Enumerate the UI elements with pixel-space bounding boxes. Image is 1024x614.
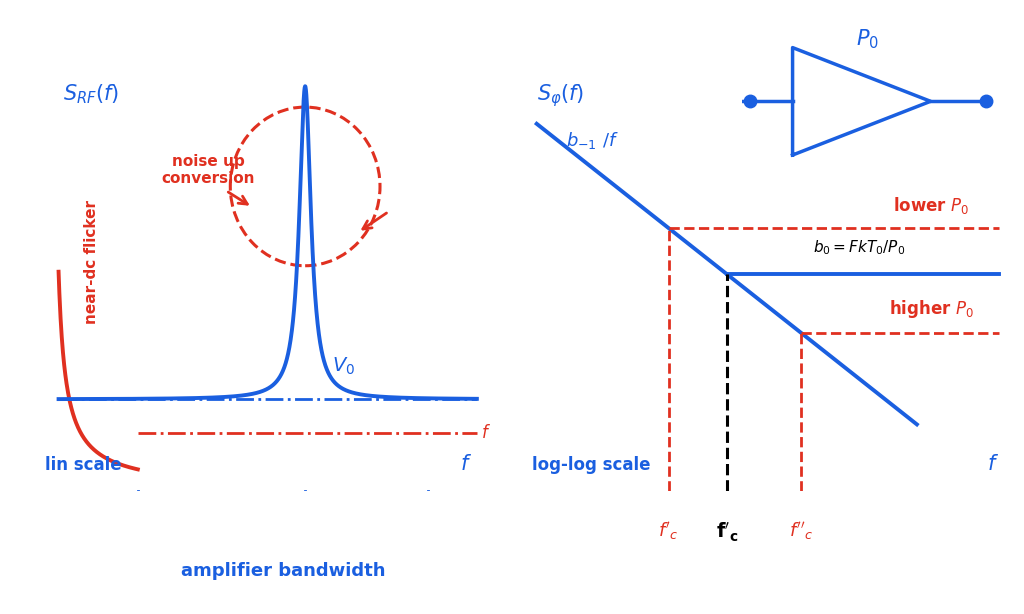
Text: $\mathbf{f'_c}$: $\mathbf{f'_c}$	[716, 521, 738, 544]
Text: $f$: $f$	[987, 454, 998, 475]
Text: $P_0$: $P_0$	[856, 28, 880, 51]
Text: near-dc flicker: near-dc flicker	[84, 200, 99, 324]
Text: noise up
conversion: noise up conversion	[162, 154, 255, 186]
Text: higher $P_0$: higher $P_0$	[889, 298, 974, 320]
Text: $V_0$: $V_0$	[332, 356, 354, 376]
Text: $S_{RF}(f)$: $S_{RF}(f)$	[63, 82, 119, 106]
Text: $f$: $f$	[481, 424, 492, 441]
Text: $S_\varphi(f)$: $S_\varphi(f)$	[537, 82, 584, 109]
Text: $b_{-1}\ /f$: $b_{-1}\ /f$	[565, 130, 618, 151]
Text: $b_0 = FkT_0/P_0$: $b_0 = FkT_0/P_0$	[813, 239, 905, 257]
Text: log-log scale: log-log scale	[531, 456, 650, 475]
Text: $f$: $f$	[461, 454, 472, 475]
Text: $f''_c$: $f''_c$	[788, 521, 813, 542]
Text: $f'_c$: $f'_c$	[658, 521, 679, 542]
Text: lower $P_0$: lower $P_0$	[893, 195, 970, 216]
Text: amplifier bandwidth: amplifier bandwidth	[181, 562, 385, 580]
Text: lin scale: lin scale	[45, 456, 122, 475]
